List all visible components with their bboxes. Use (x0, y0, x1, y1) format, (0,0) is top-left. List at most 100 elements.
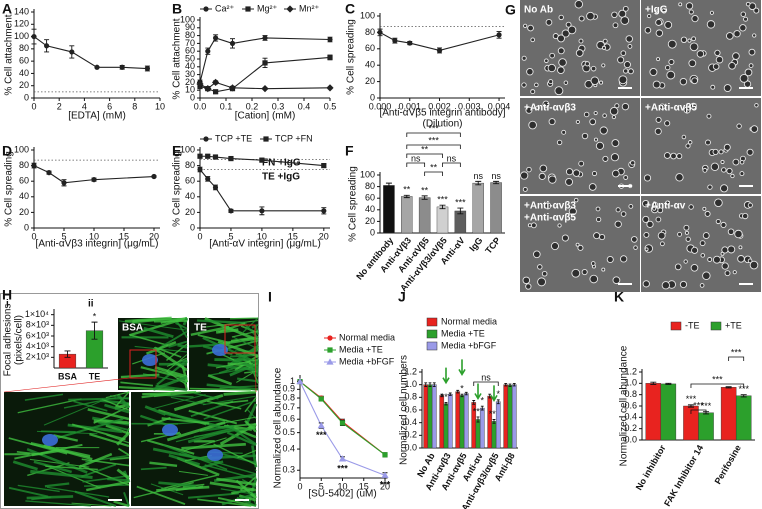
y-tick-label: 20 (365, 216, 375, 226)
actin-fiber (71, 502, 112, 507)
nucleus (42, 434, 58, 446)
y-axis-label: % Cell spreading (346, 19, 357, 95)
bar (455, 391, 461, 449)
actin-fiber (150, 394, 206, 410)
cell (702, 232, 710, 240)
actin-fiber (82, 475, 130, 483)
actin-fiber (158, 481, 196, 488)
significance-label: *** (441, 392, 452, 402)
actin-fiber (105, 424, 130, 435)
actin-fiber (116, 468, 130, 480)
cell (677, 231, 682, 237)
actin-fiber (233, 359, 259, 370)
legend-label: Normal media (339, 332, 395, 342)
sub-panel-label: ii (88, 299, 94, 310)
sub-panel-label: i (6, 299, 9, 310)
bar (401, 196, 413, 234)
y-tick-label: 40 (19, 68, 29, 78)
y-axis-label: Normalized cell numbers (399, 355, 410, 465)
cell (593, 110, 598, 116)
zoom-line (254, 352, 257, 393)
x-tick-label: 6 (107, 101, 112, 111)
bar (427, 384, 433, 449)
y-tick-label: 0.6 (282, 414, 295, 424)
actin-fiber (25, 500, 92, 507)
actin-fiber (178, 470, 208, 476)
y-tick-label: 0.4 (404, 417, 417, 427)
x-tick-label: No inhibitor (634, 443, 668, 492)
data-point (259, 208, 265, 214)
cell (583, 111, 590, 118)
cell (620, 16, 630, 25)
cell (548, 175, 557, 184)
actin-fiber (136, 485, 186, 505)
y-tick-label: 0.9 (282, 384, 295, 394)
actin-fiber (118, 320, 188, 331)
error-bar (464, 391, 468, 396)
cell (709, 10, 714, 15)
significance-label: *** (701, 401, 712, 411)
data-point (205, 176, 211, 182)
cell (642, 215, 650, 223)
series-line (299, 381, 386, 476)
x-tick-label: 20 (380, 481, 390, 491)
data-point (321, 163, 327, 169)
cell (623, 175, 629, 180)
cell (601, 63, 606, 68)
cell (739, 24, 747, 32)
data-point (91, 177, 97, 183)
error-bar (424, 382, 428, 388)
actin-fiber (209, 367, 247, 376)
legend-marker (327, 347, 333, 353)
error-bar (428, 382, 432, 388)
cell (563, 80, 569, 85)
actin-fiber (181, 365, 189, 383)
actin-fiber (193, 392, 219, 400)
x-tick-label: 0.003 (458, 101, 481, 111)
x-tick-label: 5 (228, 231, 233, 241)
y-tick-label: 1.0 (624, 378, 637, 388)
actin-fiber (89, 433, 130, 448)
cell (584, 61, 590, 67)
error-bar (740, 394, 747, 398)
actin-fiber (220, 488, 257, 496)
cell (679, 280, 688, 289)
actin-fiber (202, 395, 257, 406)
cell (691, 15, 699, 23)
data-point (262, 35, 268, 41)
y-axis-label: Normalized cell abundance (273, 367, 284, 488)
significance-label: * (481, 396, 485, 406)
cell (575, 49, 584, 57)
actin-fiber (187, 427, 234, 444)
cell (565, 168, 574, 176)
cell (742, 212, 749, 220)
data-point (496, 32, 502, 38)
cell (589, 118, 597, 126)
data-point (205, 153, 211, 159)
actin-fiber (74, 490, 117, 508)
cell (590, 65, 597, 72)
cell (720, 251, 725, 256)
x-tick-label: 20 (149, 231, 159, 241)
cell (630, 236, 638, 243)
y-axis-label: % Cell spreading (348, 166, 359, 242)
cell (611, 11, 618, 19)
bracket (473, 381, 499, 386)
cell (617, 56, 625, 64)
data-point (197, 153, 203, 159)
cell (602, 38, 608, 44)
actin-fiber (120, 373, 160, 379)
actin-fiber (204, 464, 257, 480)
cell (618, 75, 628, 85)
x-tick-label: 0 (31, 101, 36, 111)
legend-label: Ca²⁺ (215, 3, 235, 13)
bracket (406, 162, 426, 167)
cell (581, 132, 589, 140)
actin-fiber (118, 386, 175, 392)
actin-fiber (207, 363, 258, 372)
y-tick-label: 0 (370, 92, 375, 102)
y-tick-label: 30 (185, 69, 195, 79)
actin-fiber (146, 439, 195, 455)
data-point (392, 38, 398, 44)
arrow (458, 359, 466, 376)
